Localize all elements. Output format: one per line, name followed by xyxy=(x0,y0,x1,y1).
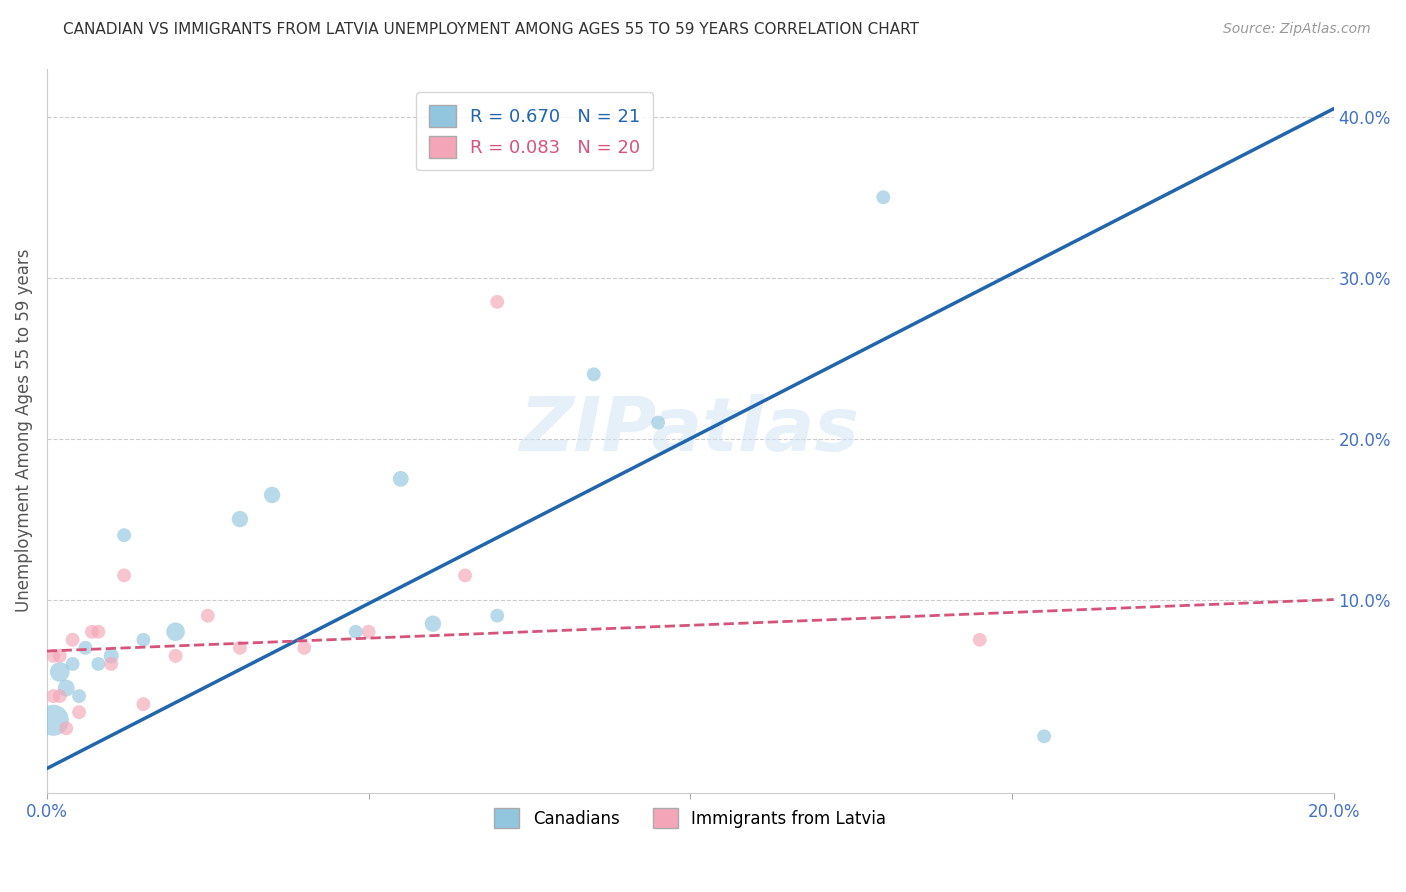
Point xyxy=(229,640,252,655)
Point xyxy=(42,648,65,663)
Point xyxy=(67,689,90,703)
Point xyxy=(49,648,72,663)
Point xyxy=(357,624,380,639)
Point xyxy=(55,721,77,735)
Point xyxy=(872,190,894,204)
Point xyxy=(292,640,315,655)
Point xyxy=(389,472,412,486)
Point xyxy=(42,689,65,703)
Point xyxy=(67,705,90,719)
Text: Source: ZipAtlas.com: Source: ZipAtlas.com xyxy=(1223,22,1371,37)
Point xyxy=(344,624,367,639)
Point xyxy=(75,640,97,655)
Point xyxy=(132,697,155,711)
Point xyxy=(55,681,77,695)
Point xyxy=(100,648,122,663)
Point xyxy=(62,632,84,647)
Point xyxy=(165,648,187,663)
Point xyxy=(1033,729,1056,743)
Y-axis label: Unemployment Among Ages 55 to 59 years: Unemployment Among Ages 55 to 59 years xyxy=(15,249,32,612)
Point xyxy=(62,657,84,671)
Point xyxy=(42,713,65,727)
Point xyxy=(100,657,122,671)
Point xyxy=(87,624,110,639)
Point xyxy=(112,528,135,542)
Point xyxy=(486,608,509,623)
Point xyxy=(87,657,110,671)
Point xyxy=(582,368,605,382)
Point xyxy=(454,568,477,582)
Point xyxy=(49,665,72,679)
Point xyxy=(486,294,509,309)
Point xyxy=(165,624,187,639)
Point xyxy=(132,632,155,647)
Point xyxy=(80,624,103,639)
Point xyxy=(49,689,72,703)
Text: ZIPatlas: ZIPatlas xyxy=(520,394,860,467)
Point xyxy=(229,512,252,526)
Point xyxy=(262,488,284,502)
Point xyxy=(969,632,991,647)
Point xyxy=(647,416,669,430)
Legend: Canadians, Immigrants from Latvia: Canadians, Immigrants from Latvia xyxy=(488,801,893,835)
Point xyxy=(197,608,219,623)
Point xyxy=(112,568,135,582)
Text: CANADIAN VS IMMIGRANTS FROM LATVIA UNEMPLOYMENT AMONG AGES 55 TO 59 YEARS CORREL: CANADIAN VS IMMIGRANTS FROM LATVIA UNEMP… xyxy=(63,22,920,37)
Point xyxy=(422,616,444,631)
